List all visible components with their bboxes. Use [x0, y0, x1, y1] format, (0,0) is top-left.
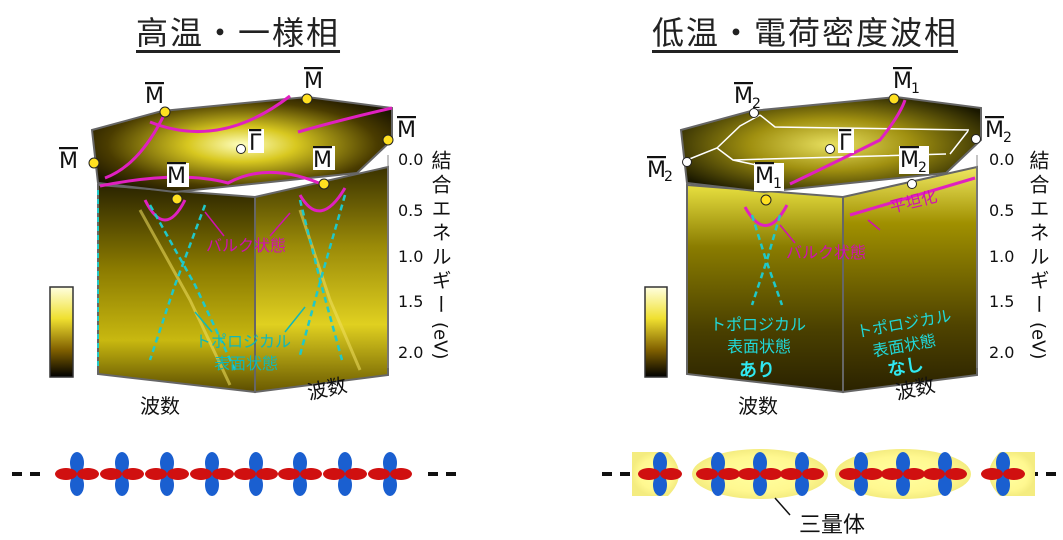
right-m2-sub-a: 2 [664, 169, 673, 185]
right-m2-sub-b: 2 [752, 96, 761, 112]
left-bulk-label: バルク状態 [206, 236, 286, 255]
svg-text:1.5: 1.5 [989, 292, 1014, 311]
right-topo-a-2: 表面状態 [727, 337, 791, 356]
svg-text:0.5: 0.5 [989, 201, 1014, 220]
left-colorbar [49, 286, 74, 378]
left-topo-label-1: トポロジカル [195, 332, 291, 351]
orbital [881, 452, 925, 496]
orbital [323, 452, 367, 496]
left-dirac-cone-2 [298, 194, 347, 361]
orbital [278, 452, 322, 496]
left-axis-x1: 波数 [140, 394, 180, 418]
orbital [190, 452, 234, 496]
left-m-label-4: M [397, 118, 416, 143]
right-bulk-label: バルク状態 [786, 243, 866, 262]
right-topo-a-1: トポロジカル [710, 315, 806, 334]
left-m-label-6: M [313, 148, 332, 173]
left-m-point-3 [301, 93, 313, 105]
orbital [100, 452, 144, 496]
right-colorbar [644, 286, 668, 378]
svg-text:2.0: 2.0 [398, 343, 423, 362]
orbital [981, 452, 1025, 496]
right-m2-point-c [971, 134, 981, 144]
right-magenta-bands [789, 99, 976, 217]
orbital [738, 452, 782, 496]
orbital [638, 452, 682, 496]
right-m1-label-b: M [755, 164, 774, 189]
right-panel-title: 低温・電荷密度波相 [652, 14, 959, 52]
orbital [145, 452, 189, 496]
right-m2-point-b [749, 108, 759, 118]
svg-text:0.0: 0.0 [398, 150, 423, 169]
right-axis-x1: 波数 [738, 394, 778, 418]
left-front-face-2 [254, 165, 389, 394]
left-m-point-2 [159, 106, 171, 118]
left-m-point-1 [88, 157, 100, 169]
orbital [368, 452, 412, 496]
left-energy-unit: (eV) [430, 322, 451, 359]
right-orbitals [638, 452, 1025, 496]
left-energy-label: 結合エネルギー [428, 150, 452, 318]
right-dirac-cone [750, 214, 784, 306]
right-m2-label-b: M [734, 84, 753, 109]
left-bulk-band-2 [298, 187, 347, 213]
left-topo-label-2: 表面状態 [214, 354, 278, 373]
svg-text:1.0: 1.0 [989, 247, 1014, 266]
left-m-point-6 [318, 178, 330, 190]
orbital [55, 452, 99, 496]
right-front-face-2 [842, 165, 978, 394]
right-band-structure: M 2 M 2 M 1 M 2 M 1 M 2 Γ 平坦化 バルク状態 トポロジ… [646, 69, 1014, 418]
left-bulk-band-1 [143, 199, 187, 222]
left-m-label-1: M [59, 149, 78, 174]
right-m1-sub-a: 1 [911, 81, 920, 97]
right-orbital-chain [602, 449, 1060, 516]
right-gamma-point [825, 144, 835, 154]
right-topo-a-3: あり [739, 360, 775, 381]
right-m2-label-a: M [647, 158, 666, 183]
svg-text:2.0: 2.0 [989, 343, 1014, 362]
right-energy-label: 結合エネルギー [1026, 150, 1050, 318]
orbital [923, 452, 967, 496]
right-m2-point-d [907, 179, 917, 189]
right-gamma-label: Γ [839, 131, 852, 156]
trimer-label: 三量体 [799, 513, 865, 538]
left-magenta-bands [99, 94, 393, 189]
left-band-structure: M M M M M M Γ バルク状態 トポロジカル 表面状態 波数 波数 [58, 69, 419, 418]
left-m-label-2: M [145, 84, 164, 109]
right-energy-axis: 0.0 0.5 1.0 1.5 2.0 結合エネルギー (eV) [976, 150, 1050, 368]
right-energy-unit: (eV) [1028, 322, 1049, 359]
svg-text:1.0: 1.0 [398, 247, 423, 266]
right-m2-label-d: M [900, 148, 919, 173]
left-dirac-cone-1 [148, 204, 237, 371]
left-orbitals [55, 452, 412, 496]
right-m2-sub-c: 2 [1003, 130, 1012, 146]
right-bulk-band [743, 204, 789, 227]
right-m1-point-b [760, 194, 772, 206]
right-m1-label-a: M [893, 69, 912, 94]
svg-text:1.5: 1.5 [398, 292, 423, 311]
right-m1-sub-b: 1 [773, 176, 782, 192]
right-reduced-zone [686, 114, 970, 170]
left-m-label-3: M [304, 69, 323, 94]
left-m-point-4 [382, 134, 394, 146]
left-panel-title: 高温・一様相 [136, 14, 341, 52]
left-gamma-label: Γ [249, 131, 262, 156]
right-m1-point-a [888, 93, 900, 105]
left-gamma-point [236, 144, 246, 154]
orbital [234, 452, 278, 496]
left-m-label-5: M [167, 164, 186, 189]
left-energy-axis: 0.0 0.5 1.0 1.5 2.0 結合エネルギー (eV) [387, 150, 452, 368]
orbital [696, 452, 740, 496]
right-m2-sub-d: 2 [918, 160, 927, 176]
orbital [839, 452, 883, 496]
orbital [780, 452, 824, 496]
right-m2-point-a [682, 157, 692, 167]
svg-text:0.5: 0.5 [398, 201, 423, 220]
left-m-point-5 [171, 193, 183, 205]
svg-text:0.0: 0.0 [989, 150, 1014, 169]
right-m2-label-c: M [985, 118, 1004, 143]
